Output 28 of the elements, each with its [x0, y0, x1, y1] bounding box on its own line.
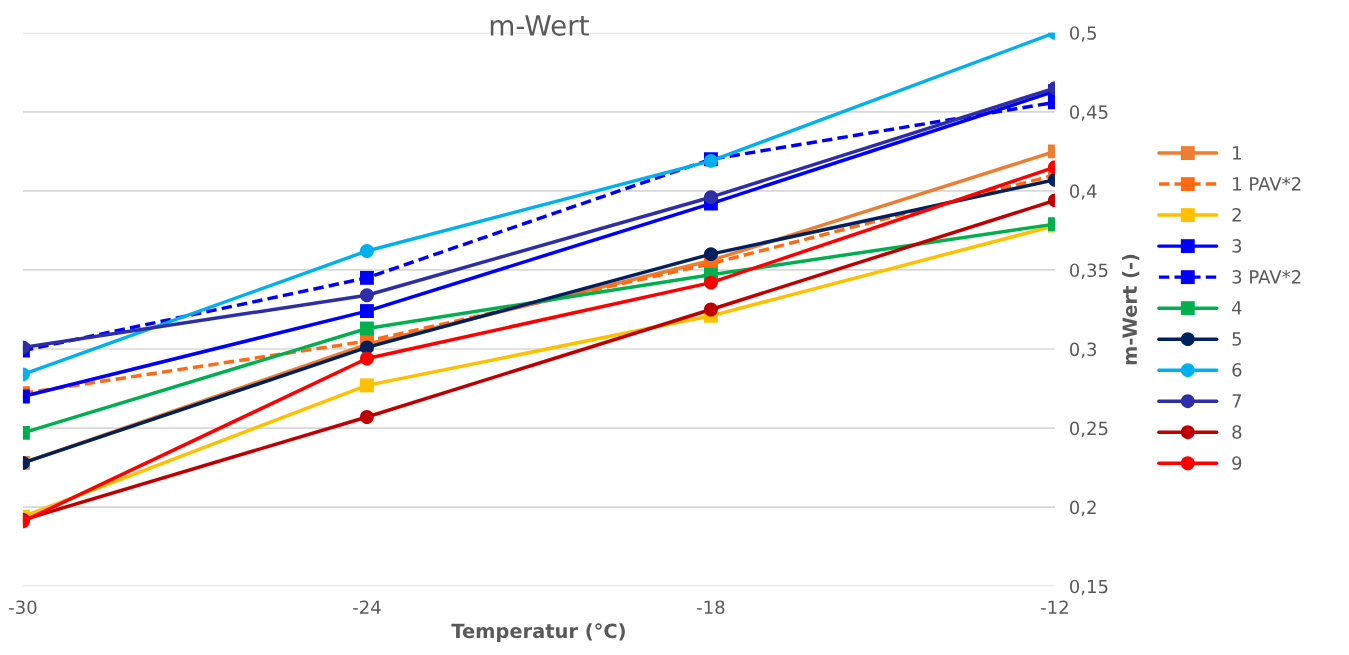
chart-title: m-Wert: [490, 15, 589, 36]
point: [359, 244, 374, 258]
y-tick-label: 0,3: [1070, 342, 1097, 358]
legend-label: 4: [1231, 301, 1242, 315]
y-tick-label: 0,5: [1070, 26, 1096, 42]
legend-label: 1 PAV*2: [1233, 177, 1301, 191]
legend-label: 9: [1232, 456, 1242, 470]
legend-label: 3 PAV*2: [1232, 270, 1301, 284]
y-tick-label: 0,45: [1070, 105, 1108, 121]
x-tick-label: -18: [697, 600, 725, 615]
x-axis-title: Temperatur (°C): [451, 623, 625, 642]
legend-label: 8: [1232, 425, 1242, 439]
legend-label: 2: [1232, 208, 1241, 222]
y-tick-label: 0,35: [1070, 263, 1108, 279]
x-tick-label: -30: [9, 600, 37, 615]
x-tick-label: -24: [353, 600, 381, 614]
legend-label: 1: [1233, 146, 1241, 160]
legend-label: 5: [1232, 332, 1242, 346]
y-tick-label: 0,25: [1070, 421, 1108, 438]
legend-label: 7: [1232, 394, 1242, 408]
y-tick-label: 0,15: [1070, 579, 1108, 596]
x-tick-label: -12: [1041, 600, 1068, 614]
y-tick-label: 0,4: [1070, 184, 1097, 200]
point: [703, 247, 718, 262]
y-axis-title: m-Wert (-): [1122, 254, 1140, 365]
y-tick-label: 0,2: [1070, 500, 1096, 517]
legend-label: 3: [1232, 239, 1242, 253]
legend-label: 6: [1232, 363, 1242, 377]
